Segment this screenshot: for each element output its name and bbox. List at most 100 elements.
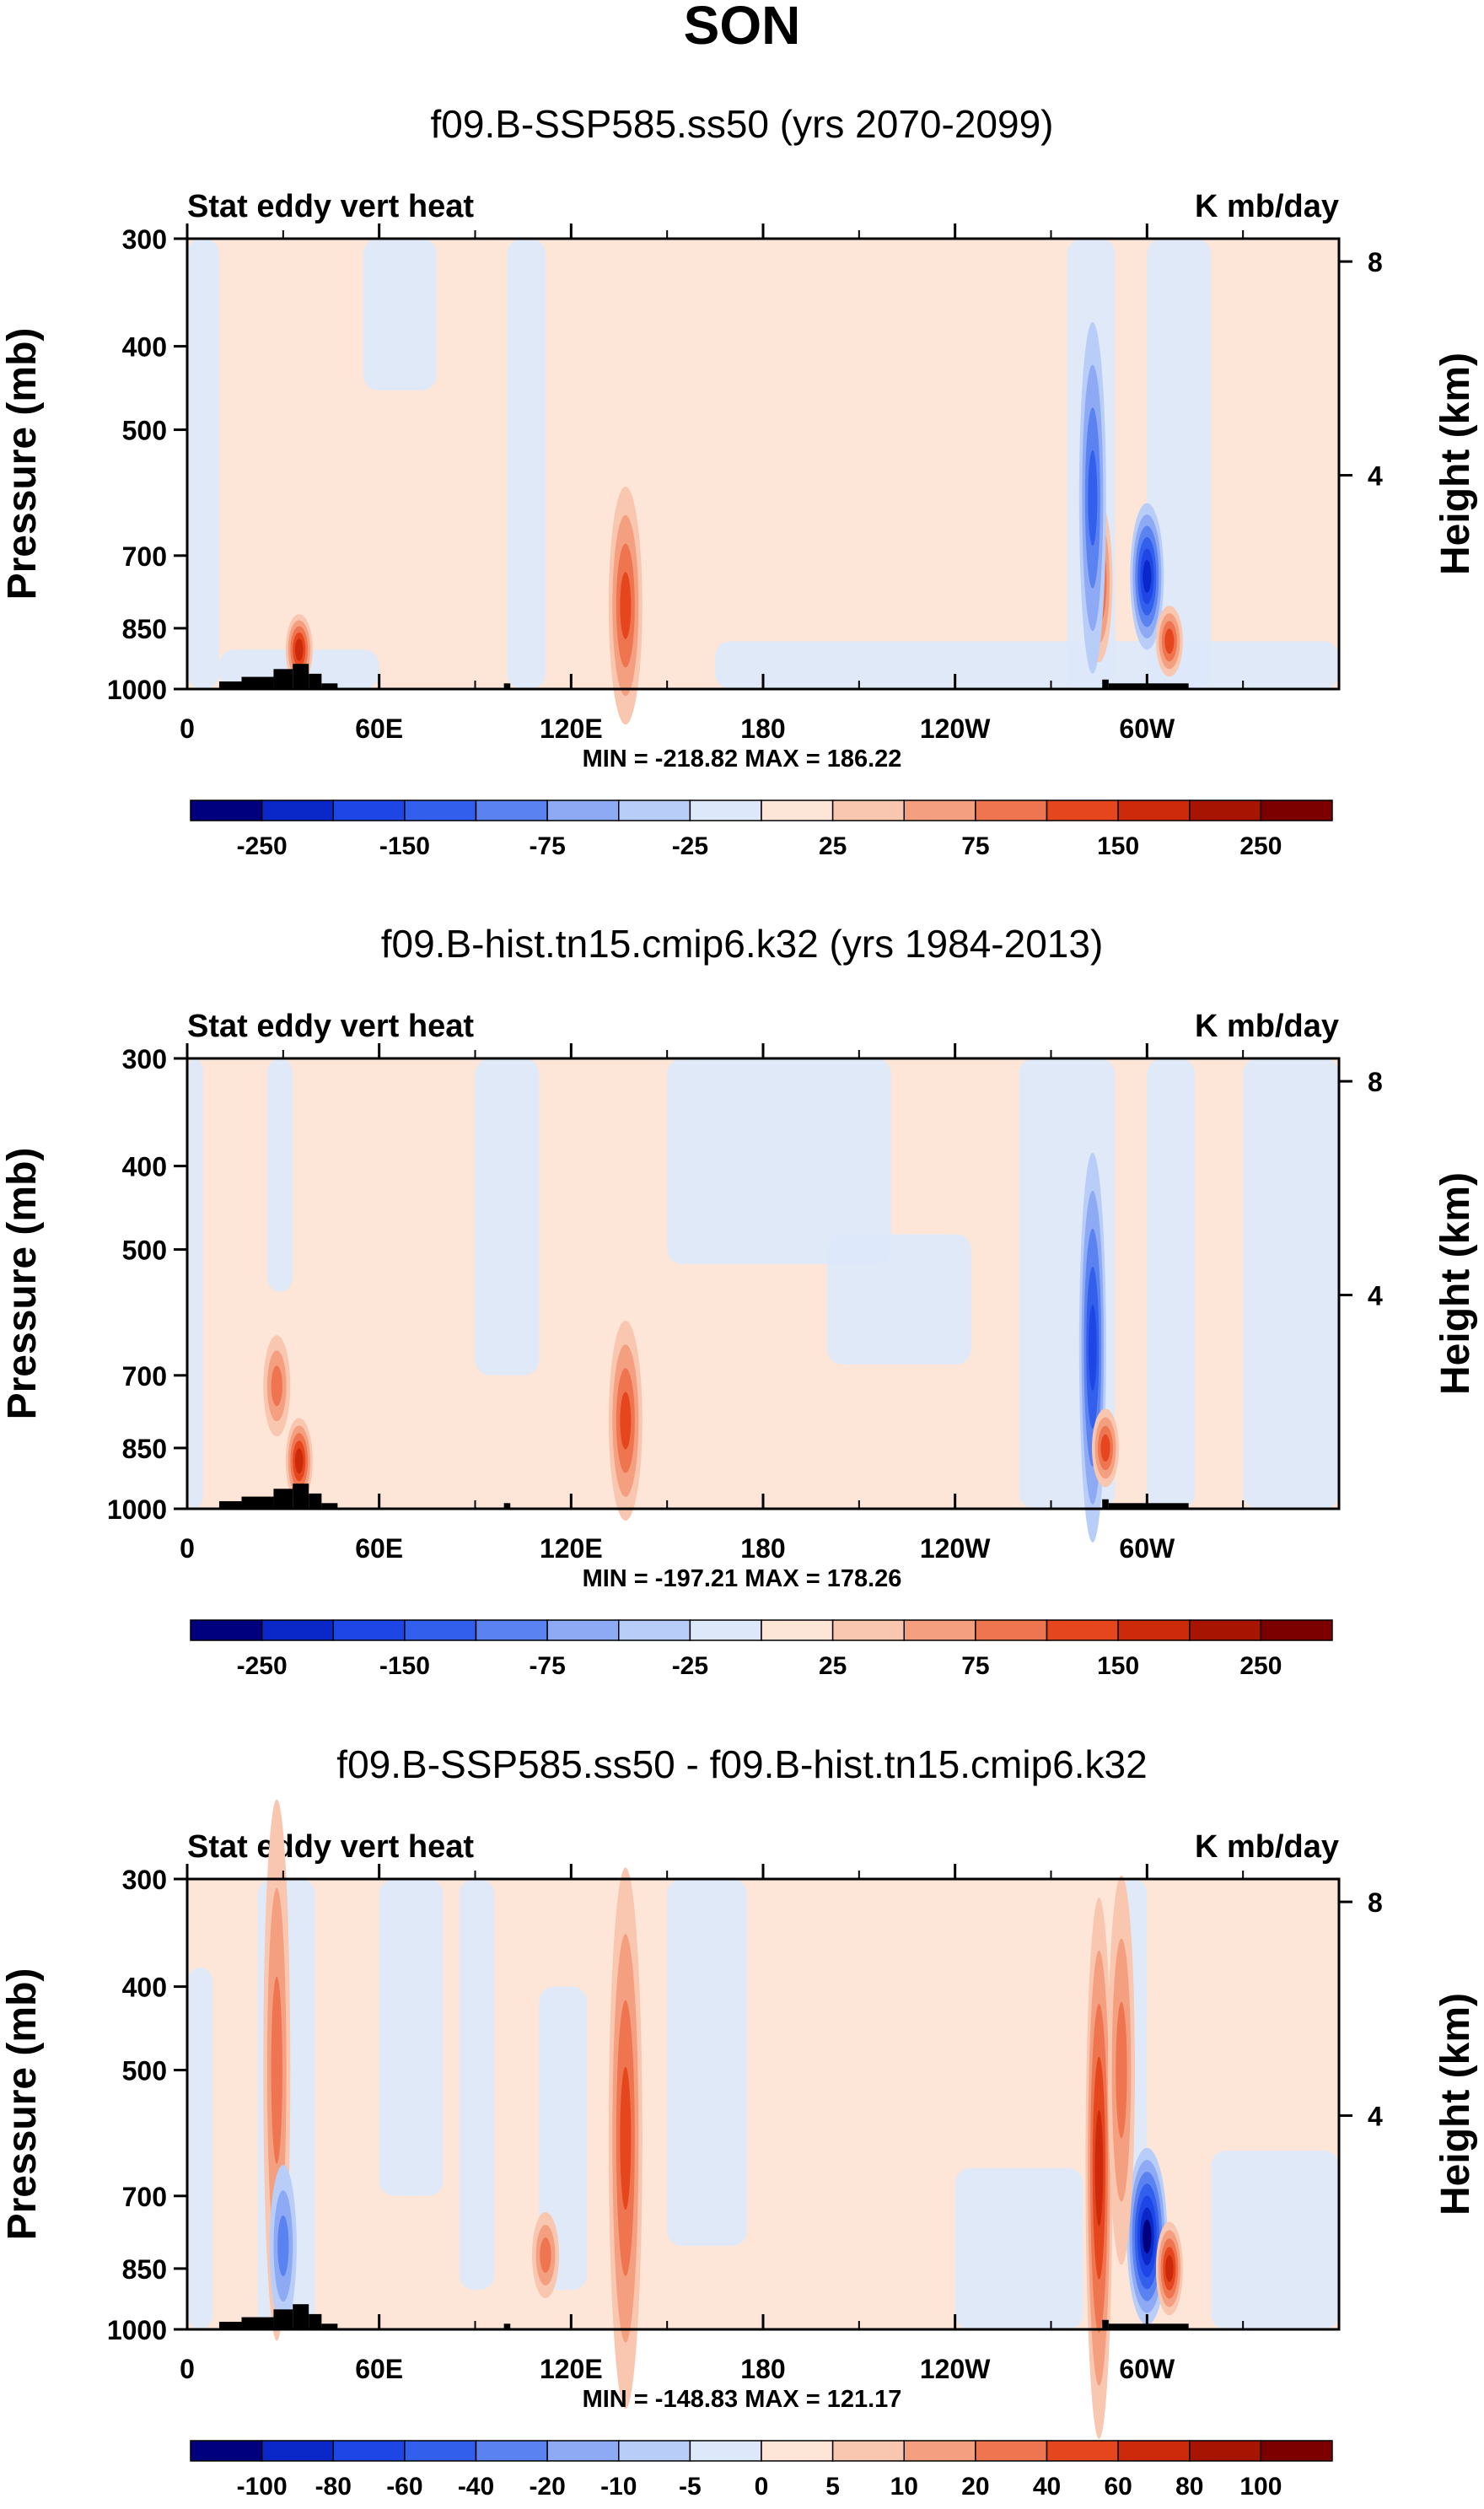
min-max-stats: MIN = -218.82 MAX = 186.22 <box>583 746 902 773</box>
chart-panel-3: f09.B-SSP585.ss50 - f09.B-hist.tn15.cmip… <box>0 1742 1478 2501</box>
land-block <box>309 2313 322 2329</box>
contour-region-blue <box>954 2167 1083 2329</box>
figure-title: SON <box>684 0 801 56</box>
min-max-stats: MIN = -197.21 MAX = 178.26 <box>583 1565 902 1592</box>
land-block <box>273 2309 293 2329</box>
contour-feature <box>540 2237 551 2273</box>
land-block <box>241 676 274 689</box>
land-mask <box>218 1483 1189 1509</box>
land-block <box>309 1493 322 1509</box>
colorbar-label: 5 <box>825 2473 840 2501</box>
height-tick-label: 8 <box>1368 247 1383 277</box>
y-tick-label: 700 <box>122 1361 167 1392</box>
contour-region-blue <box>187 1058 203 1509</box>
x-tick-label: 180 <box>740 1533 785 1564</box>
colorbar-swatch <box>975 800 1048 821</box>
x-tick-label: 120W <box>920 2354 991 2384</box>
land-block <box>309 673 322 689</box>
contour-feature <box>620 572 632 639</box>
y-axis-title-right: Height (km) <box>1433 1993 1478 2216</box>
panel-left-label: Stat eddy vert heat <box>187 1829 474 1865</box>
contour-field <box>187 1058 1339 1543</box>
colorbar-swatch <box>903 800 976 821</box>
colorbar-swatch <box>975 1619 1048 1641</box>
colorbar-swatch <box>546 2440 620 2462</box>
panel-title: f09.B-hist.tn15.cmip6.k32 (yrs 1984-2013… <box>381 922 1104 966</box>
y-tick-label: 850 <box>122 614 167 644</box>
contour-feature <box>1165 2255 1174 2282</box>
contour-feature <box>295 1448 304 1474</box>
y-axis-title-right: Height (km) <box>1433 1172 1478 1395</box>
contour-region-blue <box>379 1879 444 2196</box>
x-tick-label: 60W <box>1119 2354 1175 2384</box>
colorbar-label: -60 <box>386 2473 422 2501</box>
colorbar-swatch <box>1046 1619 1119 1641</box>
contour-region-blue <box>1147 1058 1196 1509</box>
colorbar-label: 75 <box>961 1652 989 1680</box>
contour-region-blue <box>459 1879 495 2291</box>
colorbar-swatch <box>190 2440 263 2462</box>
colorbar-label: -150 <box>379 1652 430 1680</box>
x-tick-label: 60E <box>355 2354 403 2384</box>
y-tick-label: 1000 <box>107 2315 167 2345</box>
colorbar-swatch <box>689 1619 762 1641</box>
colorbar-swatch <box>332 800 406 821</box>
land-block <box>321 1503 338 1509</box>
colorbar-swatch <box>190 1619 263 1641</box>
contour-feature <box>1116 2001 1127 2139</box>
colorbar-label: -40 <box>458 2473 494 2501</box>
y-axis-title: Pressure (mb) <box>0 1148 45 1420</box>
contour-feature <box>271 1976 282 2164</box>
colorbar-swatch <box>761 2440 834 2462</box>
land-block <box>293 2304 309 2329</box>
y-tick-label: 300 <box>122 224 167 255</box>
colorbar-label: 80 <box>1175 2473 1203 2501</box>
colorbar-swatch <box>831 1619 905 1641</box>
x-tick-label: 60W <box>1119 713 1175 744</box>
land-block <box>1102 679 1109 689</box>
colorbar-swatch <box>404 2440 477 2462</box>
y-axis-title: Pressure (mb) <box>0 328 45 600</box>
colorbar-label: -20 <box>529 2473 565 2501</box>
colorbar-label: -25 <box>672 1652 708 1680</box>
colorbar-label: 75 <box>961 832 989 860</box>
colorbar-swatch <box>831 800 905 821</box>
colorbar-swatch <box>1117 1619 1191 1641</box>
land-block <box>241 2317 274 2329</box>
contour-region-blue <box>187 1967 213 2329</box>
land-block <box>1108 2323 1189 2329</box>
colorbar-swatch <box>404 800 477 821</box>
colorbar-swatch <box>1046 800 1119 821</box>
colorbar-swatch <box>475 1619 548 1641</box>
x-tick-label: 120W <box>920 713 991 744</box>
y-tick-label: 400 <box>122 1152 167 1182</box>
contour-feature <box>1089 1304 1097 1391</box>
chart-panel-1: f09.B-SSP585.ss50 (yrs 2070-2099) Stat ed… <box>0 102 1478 860</box>
x-tick-label: 120W <box>920 1533 991 1564</box>
land-block <box>241 1496 274 1509</box>
colorbar-swatch <box>903 1619 976 1641</box>
colorbar-label: -75 <box>529 832 565 860</box>
y-tick-label: 700 <box>122 2182 167 2212</box>
land-block <box>1108 683 1189 689</box>
colorbar-swatch <box>1189 800 1262 821</box>
colorbar-swatch <box>546 800 620 821</box>
land-block <box>218 1501 242 1509</box>
colorbar-label: 0 <box>755 2473 769 2501</box>
colorbar-label: -80 <box>315 2473 352 2501</box>
colorbar-label: -75 <box>529 1652 565 1680</box>
colorbar-label: -100 <box>237 2473 288 2501</box>
y-axis-title: Pressure (mb) <box>0 1968 45 2241</box>
contour-region-blue <box>266 1058 293 1292</box>
land-block <box>273 669 293 689</box>
contour-region-blue <box>667 1058 891 1264</box>
colorbar-label: -150 <box>379 832 430 860</box>
contour-feature <box>1143 559 1152 593</box>
colorbar-swatch <box>761 1619 834 1641</box>
land-mask <box>218 664 1189 689</box>
land-block <box>1102 1499 1109 1509</box>
colorbar-label: 20 <box>961 2473 989 2501</box>
contour-feature <box>1094 2109 1104 2226</box>
x-tick-label: 120E <box>540 713 603 744</box>
